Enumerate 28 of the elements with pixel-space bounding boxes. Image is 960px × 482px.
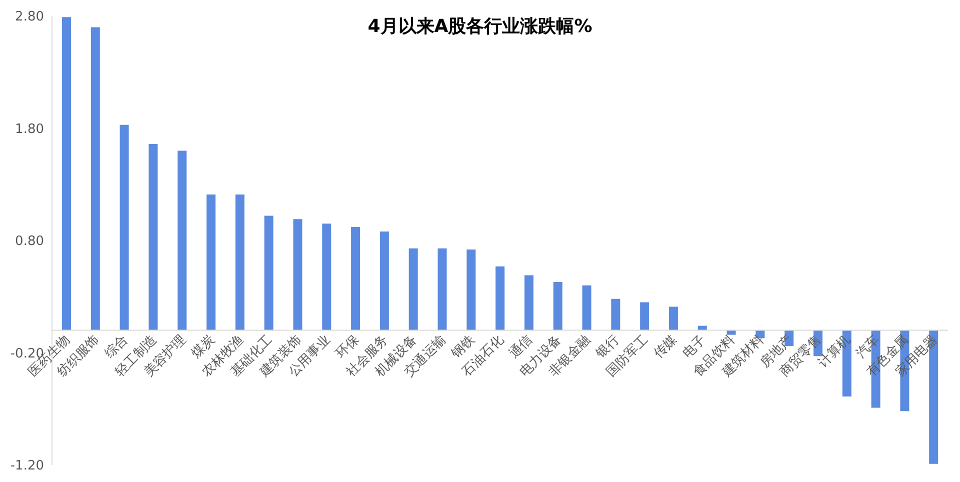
bar <box>408 248 418 330</box>
bar <box>178 150 187 330</box>
bar <box>322 224 332 330</box>
bar <box>293 219 302 330</box>
bar <box>582 285 592 330</box>
y-tick-label: 1.80 <box>15 122 44 137</box>
bar <box>206 194 216 330</box>
bar <box>235 194 244 330</box>
bar <box>496 266 505 330</box>
bar <box>438 248 447 330</box>
bar <box>148 144 158 330</box>
chart-title: 4月以来A股各行业涨跌幅% <box>368 16 592 37</box>
bar <box>524 275 534 330</box>
y-tick-label: 2.80 <box>15 10 44 25</box>
bar <box>120 124 129 330</box>
bar <box>668 306 678 330</box>
bar <box>351 227 360 330</box>
bar <box>611 298 620 330</box>
bar <box>380 232 389 330</box>
x-tick-label: 传媒 <box>651 332 680 362</box>
bar <box>640 302 650 330</box>
bar <box>62 17 71 330</box>
y-tick-label: 0.80 <box>15 234 44 250</box>
bar <box>553 282 562 330</box>
y-tick-label: -1.20 <box>10 458 44 474</box>
bar <box>264 216 274 330</box>
bar <box>466 249 476 330</box>
bar <box>90 27 100 330</box>
